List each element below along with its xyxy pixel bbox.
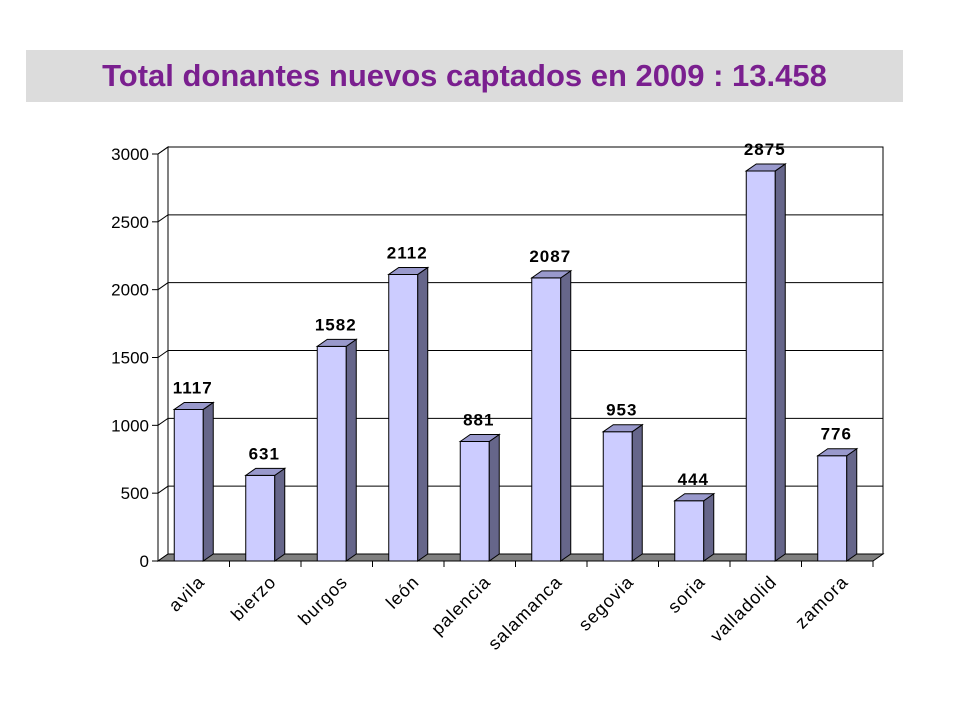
bar-top [244,467,287,476]
y-tick-label: 0 [140,552,149,571]
bar-top [387,266,430,275]
bar-top [530,270,573,279]
bar-top [458,433,501,442]
bar-side [202,401,214,562]
y-tick-label: 3000 [111,145,149,164]
bar-side [345,338,357,562]
data-label-segovia: 953 [606,401,637,420]
bar-side [488,433,500,562]
bar-side [560,269,572,562]
bar-front [459,440,490,562]
bar-top [673,493,716,502]
bar-burgos [315,338,358,562]
x-tick-label-burgos: burgos [294,572,351,629]
gridline [157,146,883,155]
bar-side [274,467,286,562]
bar-front [674,500,705,562]
x-tick-label-valladolid: valladolid [706,572,780,646]
x-tick-label-salamanca: salamanca [484,572,566,654]
x-tick-label-segovia: segovia [575,572,638,635]
y-tick-label: 1000 [111,416,149,435]
bar-valladolid [744,162,787,562]
bar-front [316,345,347,562]
title-bar: Total donantes nuevos captados en 2009 :… [26,50,903,102]
data-label-león: 2112 [387,243,428,262]
x-tick-label-palencia: palencia [427,572,494,639]
bar-salamanca [530,269,573,562]
x-tick-label-zamora: zamora [791,572,852,633]
data-label-salamanca: 2087 [529,247,571,266]
x-tick-label-soria: soria [664,572,709,617]
bar-side [703,492,715,562]
bar-segovia [601,423,644,562]
bar-palencia [458,433,501,562]
bar-front [745,170,776,562]
gridline [157,417,883,426]
y-tick-label: 1500 [111,349,149,368]
data-label-bierzo: 631 [249,444,280,463]
gridline [157,282,883,291]
bar-front [173,408,204,562]
bar-front [245,474,276,562]
data-label-zamora: 776 [821,425,852,444]
y-tick-label: 2000 [111,281,149,300]
y-tick-label: 500 [121,484,149,503]
bar-top [601,424,644,433]
bar-top [816,448,859,457]
bar-side [774,162,786,562]
bar-top [172,401,215,410]
data-label-avila: 1117 [173,378,213,397]
bar-side [631,423,643,562]
bar-avila [172,401,215,562]
bar-león [387,266,430,562]
bar-soria [673,492,716,562]
bar-top [744,163,787,172]
x-tick-label-avila: avila [165,572,209,616]
gridline [157,350,883,358]
bar-front [602,431,633,562]
data-label-burgos: 1582 [315,315,357,334]
gridline [157,485,883,494]
x-tick-label-bierzo: bierzo [227,572,280,625]
bar-side [846,447,858,562]
bar-side [417,266,429,562]
x-tick-label-león: león [382,572,423,613]
bars [172,162,859,562]
bar-bierzo [244,467,287,562]
gridline [157,214,883,223]
data-label-valladolid: 2875 [744,140,786,159]
bar-top [315,338,358,347]
bar-front [531,277,562,562]
bar-front [388,273,419,562]
chart-title: Total donantes nuevos captados en 2009 :… [102,58,827,93]
data-label-soria: 444 [678,470,709,489]
y-tick-label: 2500 [111,213,149,232]
bar-zamora [816,447,859,562]
bar-front [817,455,848,562]
data-label-palencia: 881 [463,410,494,429]
